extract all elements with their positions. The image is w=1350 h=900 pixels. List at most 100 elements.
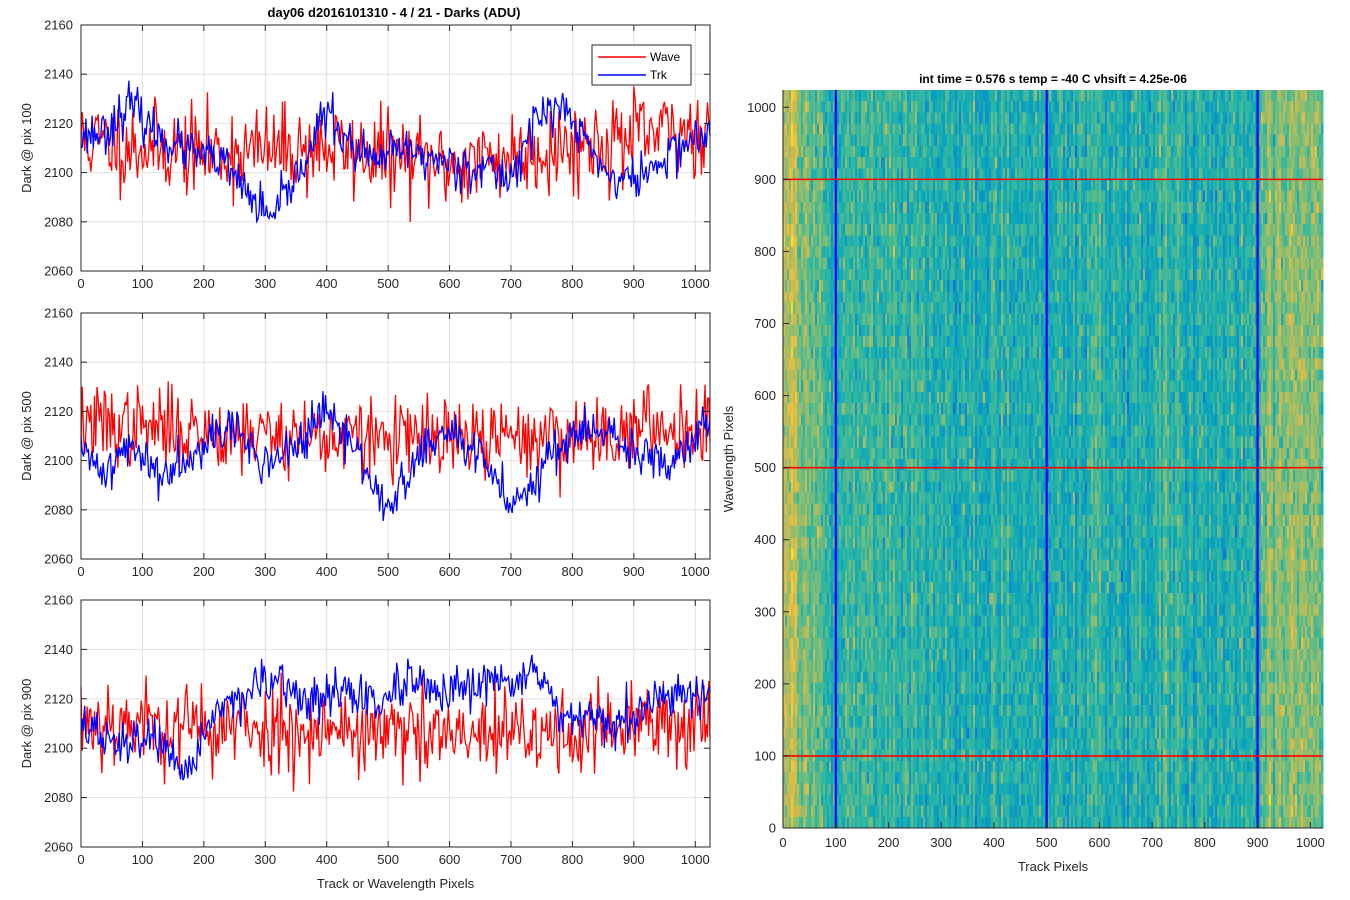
heatmap-cell [889,224,892,236]
heatmap-cell [883,190,886,203]
heatmap-cell [887,201,890,214]
heatmap-cell [825,336,828,348]
heatmap-cell [801,682,804,695]
heatmap-cell [911,459,914,471]
heatmap-cell [813,705,816,717]
heatmap-cell [825,548,828,560]
heatmap-cell [817,291,820,303]
heatmap-cell [871,760,874,773]
heatmap-cell [797,671,800,683]
heatmap-cell [917,582,920,594]
heatmap-cell [871,324,874,337]
heatmap-cell [855,112,858,124]
heatmap-cell [831,503,834,516]
heatmap-cell [803,201,806,214]
heatmap-cell [855,716,858,728]
heatmap-cell [837,235,840,247]
heatmap-cell [903,548,906,560]
heatmap-cell [907,772,910,784]
heatmap-cell [811,492,814,505]
heatmap-cell [791,514,794,527]
heatmap-cell [919,268,922,281]
heatmap-cell [809,537,812,549]
heatmap-cell [787,190,790,203]
heatmap-cell [825,101,828,113]
heatmap-cell [839,492,842,505]
heatmap-cell [827,693,830,706]
heatmap-cell [803,291,806,303]
heatmap-cell [841,649,844,661]
heatmap-cell [925,235,928,247]
heatmap-cell [921,548,924,560]
heatmap-cell [833,716,836,728]
heatmap-cell [921,324,924,337]
heatmap-cell [911,291,914,303]
heatmap-cell [861,302,864,314]
heatmap-cell [855,90,858,102]
heatmap-cell [823,447,826,460]
heatmap-cell [855,492,858,505]
heatmap-cell [871,380,874,393]
heatmap-cell [859,157,862,169]
heatmap-cell [919,682,922,695]
heatmap-cell [809,123,812,136]
heatmap-cell [843,481,846,493]
heatmap-cell [839,324,842,337]
heatmap-cell [919,201,922,214]
heatmap-cell [913,268,916,281]
heatmap-cell [869,145,872,158]
heatmap-cell [877,369,880,382]
heatmap-cell [855,470,858,482]
heatmap-cell [841,358,844,370]
heatmap-cell [847,369,850,382]
heatmap-cell [891,459,894,471]
heatmap-cell [817,548,820,560]
heatmap-cell [791,313,794,326]
heatmap-cell [807,503,810,516]
heatmap-cell [805,123,808,136]
heatmap-cell [783,537,786,549]
heatmap-cell [923,436,926,449]
heatmap-cell [893,514,896,527]
heatmap-cell [901,637,904,650]
heatmap-cell [831,369,834,382]
heatmap-cell [787,213,790,225]
heatmap-cell [841,157,844,169]
heatmap-cell [919,526,922,538]
heatmap-cell [913,369,916,382]
heatmap-cell [861,637,864,650]
heatmap-cell [807,235,810,247]
heatmap-cell [827,447,830,460]
heatmap-cell [819,660,822,672]
heatmap-cell [865,347,868,359]
heatmap-cell [859,514,862,527]
heatmap-cell [867,649,870,661]
heatmap-cell [829,414,832,426]
heatmap-cell [919,783,922,795]
heatmap-cell [837,470,840,482]
heatmap-cell [857,201,860,214]
heatmap-cell [887,123,890,136]
heatmap-cell [805,414,808,426]
heatmap-cell [895,593,898,605]
heatmap-cell [883,671,886,683]
heatmap-cell [925,514,928,527]
heatmap-cell [895,447,898,460]
heatmap-cell [815,514,818,527]
heatmap-cell [801,134,804,147]
axes-frame [80,312,711,560]
heatmap-cell [833,101,836,113]
heatmap-cell [877,157,880,169]
heatmap-cell [845,302,848,314]
heatmap-cell [853,358,856,370]
heatmap-cell [905,235,908,247]
heatmap-cell [837,246,840,259]
heatmap-cell [795,537,798,549]
heatmap-cell [881,783,884,795]
heatmap-cell [917,447,920,460]
heatmap-cell [889,649,892,661]
heatmap-cell [823,123,826,136]
heatmap-cell [891,179,894,191]
heatmap-cell [807,514,810,527]
heatmap-cell [889,414,892,426]
